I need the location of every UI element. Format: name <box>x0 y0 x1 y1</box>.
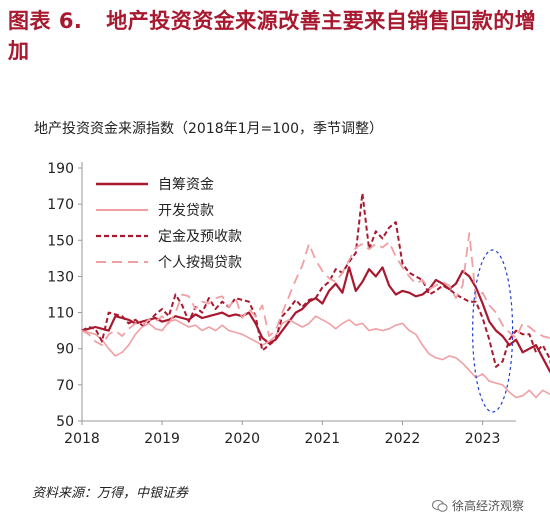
series-line-3 <box>81 192 550 368</box>
series-line-2 <box>81 315 550 399</box>
y-tick-label: 90 <box>56 342 74 358</box>
series-line-4 <box>81 232 550 347</box>
chart-subtitle: 地产投资资金来源指数（2018年1月=100，季节调整） <box>34 121 383 137</box>
x-tick-label: 2021 <box>305 431 341 447</box>
legend-label-4: 个人按揭贷款 <box>158 255 242 271</box>
y-tick-label: 170 <box>47 197 74 213</box>
figure-number: 6. <box>58 9 83 33</box>
series-line-1 <box>81 266 550 374</box>
legend-label-3: 定金及预收款 <box>158 229 242 245</box>
y-tick-label: 190 <box>47 161 74 177</box>
legend-label-1: 自筹资金 <box>158 176 214 193</box>
x-tick-label: 2022 <box>385 431 421 447</box>
y-tick-label: 50 <box>56 414 74 430</box>
x-tick-label: 2020 <box>224 431 260 447</box>
y-tick-label: 150 <box>47 233 74 249</box>
x-tick-label: 2023 <box>465 431 501 447</box>
y-tick-label: 130 <box>47 269 74 285</box>
y-tick-label: 110 <box>47 306 74 322</box>
wechat-icon <box>432 499 448 512</box>
x-tick-label: 2018 <box>64 431 100 447</box>
figure-title-text: 地产投资资金来源改善主要来自销售回款的增加 <box>8 9 537 63</box>
figure-label: 图表 <box>8 9 51 33</box>
figure-title: 图表 6. 地产投资资金来源改善主要来自销售回款的增加 <box>8 6 538 66</box>
y-tick-label: 70 <box>56 378 74 394</box>
source-note: 资料来源：万得，中银证券 <box>32 486 189 501</box>
watermark-text: 徐高经济观察 <box>452 499 525 513</box>
legend-label-2: 开发贷款 <box>158 203 214 219</box>
x-tick-label: 2019 <box>144 431 180 447</box>
highlight-ellipse <box>472 249 514 413</box>
watermark: 徐高经济观察 <box>432 497 524 514</box>
